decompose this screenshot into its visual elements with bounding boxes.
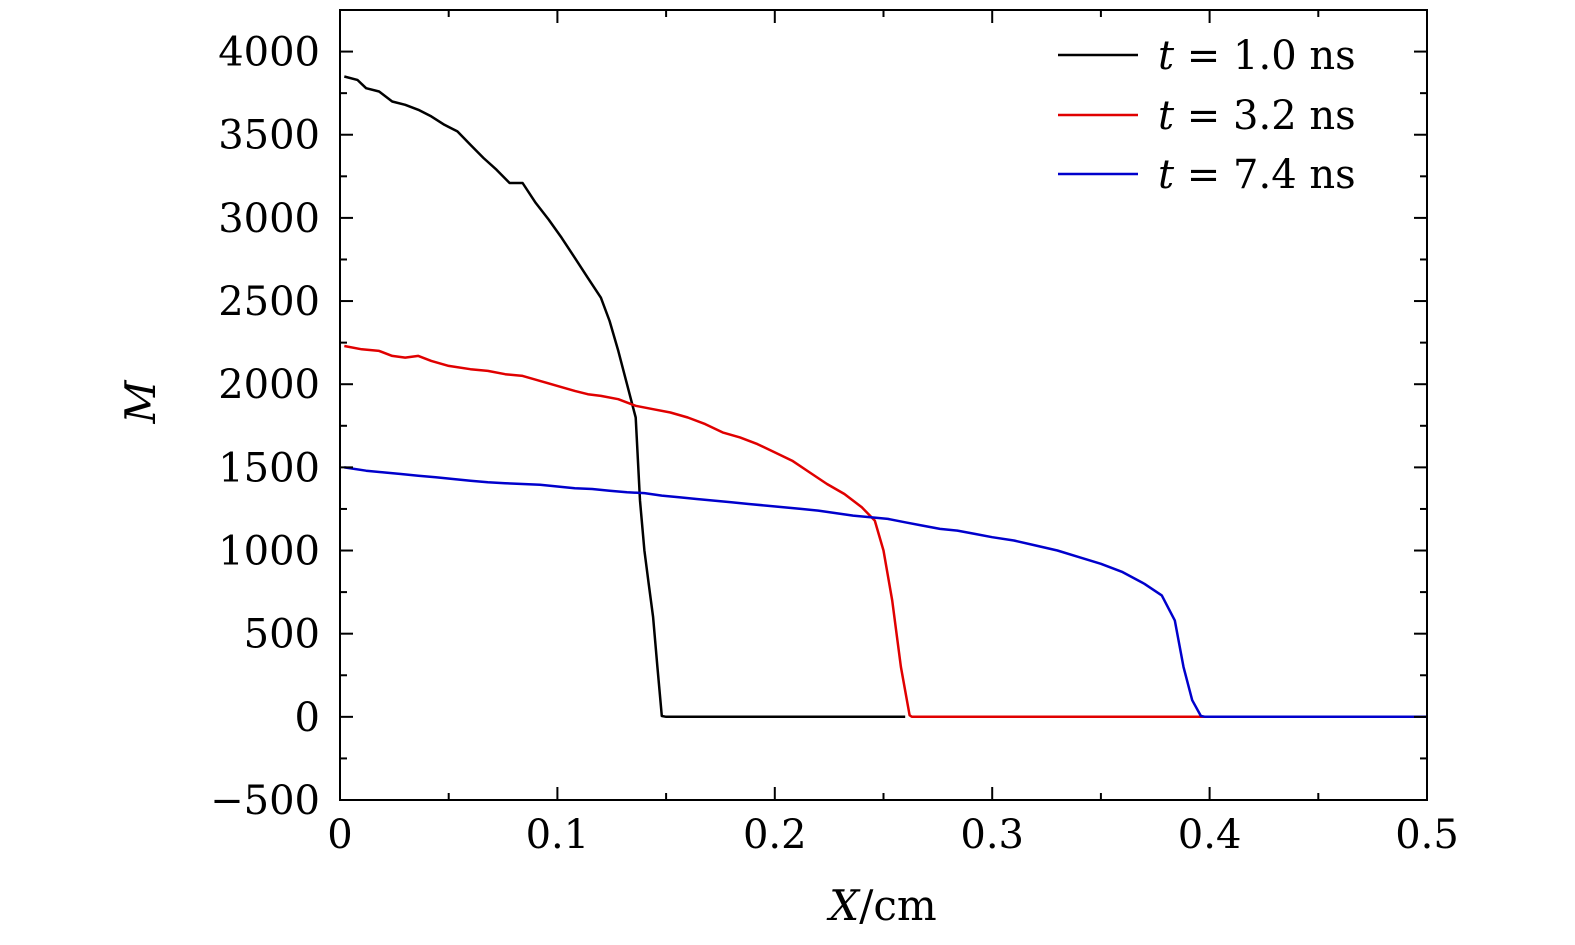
legend-label-1: t = 1.0 ns bbox=[1158, 33, 1356, 79]
legend-label-2: t = 3.2 ns bbox=[1158, 93, 1356, 139]
tick-label-layer: 0 0.1 0.2 0.3 0.4 0.5−50005001000150020002500… bbox=[210, 30, 1459, 858]
x-tick-label: 0.1 bbox=[526, 812, 590, 858]
y-tick-label: 2500 bbox=[218, 279, 320, 325]
y-tick-label: 2000 bbox=[218, 362, 320, 408]
x-axis-title-var: X bbox=[826, 881, 861, 930]
x-tick-label: 0.4 bbox=[1178, 812, 1242, 858]
y-tick-label: 0 bbox=[295, 695, 320, 741]
x-tick-label: 0.2 bbox=[743, 812, 807, 858]
series-line-3 bbox=[344, 466, 1427, 719]
x-tick-label: 0.5 bbox=[1395, 812, 1459, 858]
y-tick-label: 3000 bbox=[218, 196, 320, 242]
series-layer bbox=[343, 75, 1427, 719]
y-tick-label: 1000 bbox=[218, 529, 320, 575]
x-tick-label: 0.3 bbox=[960, 812, 1024, 858]
series-line-2 bbox=[344, 344, 1210, 719]
x-tick-label: 0 bbox=[327, 812, 352, 858]
legend: t = 1.0 ns t = 3.2 ns t = 7.4 ns bbox=[1058, 33, 1356, 198]
legend-label-3: t = 7.4 ns bbox=[1158, 152, 1356, 198]
y-tick-label: 3500 bbox=[218, 113, 320, 159]
y-tick-label: 500 bbox=[244, 612, 320, 658]
y-tick-label: 4000 bbox=[218, 30, 320, 76]
tick-layer bbox=[339, 9, 1428, 801]
y-tick-label: 1500 bbox=[218, 445, 320, 491]
y-axis-title: M bbox=[116, 380, 165, 425]
y-tick-label: −500 bbox=[210, 778, 320, 824]
series-line-1 bbox=[343, 75, 906, 719]
x-axis-title-unit: /cm bbox=[859, 881, 937, 930]
x-axis-title: X/cm bbox=[826, 881, 936, 930]
